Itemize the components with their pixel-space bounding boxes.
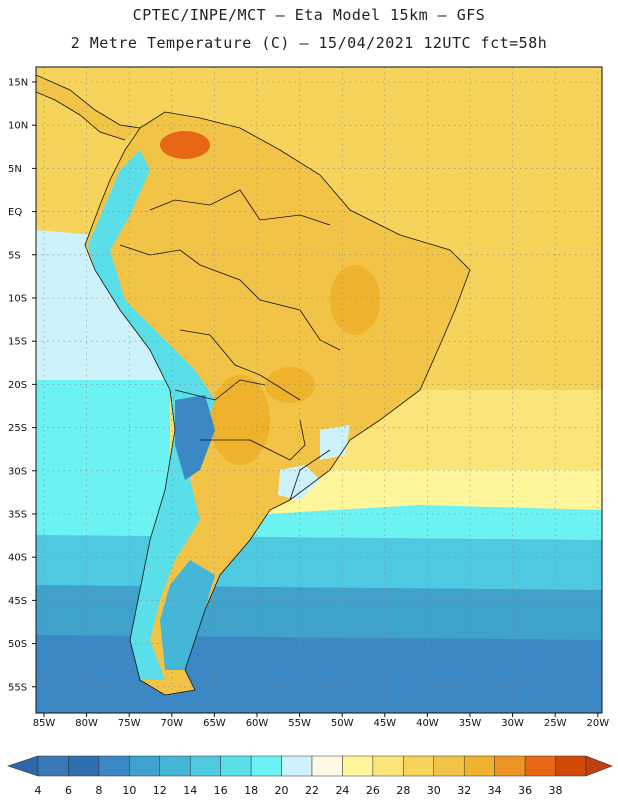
lon-label: 25W (544, 718, 567, 729)
pacific-cool-strip (36, 230, 175, 380)
lon-label: 50W (331, 718, 354, 729)
lon-label: 70W (160, 718, 183, 729)
lat-label: 15N (8, 78, 28, 89)
lon-label: 20W (586, 718, 609, 729)
lon-label: 60W (246, 718, 269, 729)
lat-label: EQ (8, 207, 22, 218)
colorbar-swatch (555, 755, 587, 777)
colorbar-label: 24 (335, 784, 349, 797)
colorbar-label: 12 (153, 784, 167, 797)
colorbar-label: 20 (275, 784, 289, 797)
colorbar-swatch (524, 755, 556, 777)
map-frame (35, 66, 603, 714)
colorbar-label: 10 (122, 784, 136, 797)
latitude-axis: 15N 10N 5N EQ 5S 10S 15S 20S 25S 30S 35S 40S 45S 50S 5… (8, 78, 36, 693)
lat-label: 50S (8, 639, 27, 650)
warm-zone-bahia (330, 265, 380, 335)
central-america (36, 75, 140, 140)
lat-label: 30S (8, 466, 27, 477)
colorbar-label: 22 (305, 784, 319, 797)
andes-cold-strip (88, 150, 215, 680)
colorbar-swatch (37, 755, 69, 777)
colorbar-label: 18 (244, 784, 258, 797)
colorbar-swatch (220, 755, 252, 777)
colorbar-swatch (189, 755, 221, 777)
lat-label: 40S (8, 553, 27, 564)
colorbar-label: 16 (214, 784, 228, 797)
lat-label: 15S (8, 337, 27, 348)
colorbar-swatch (129, 755, 161, 777)
colorbar-label: 30 (427, 784, 441, 797)
lon-label: 35W (459, 718, 482, 729)
map-title: CPTEC/INPE/MCT – Eta Model 15km – GFS (132, 6, 486, 24)
colorbar-swatch (463, 755, 495, 777)
ocean-band-cold3 (36, 585, 602, 640)
colorbar-label: 26 (366, 784, 380, 797)
colorbar-label: 8 (95, 784, 102, 797)
lat-label: 10N (8, 121, 28, 132)
hot-zone-venezuela (160, 131, 210, 159)
lon-label: 65W (203, 718, 226, 729)
lat-label: 10S (8, 294, 27, 305)
lon-label: 40W (416, 718, 439, 729)
colorbar-label: 4 (35, 784, 42, 797)
lon-label: 55W (288, 718, 311, 729)
lat-label: 25S (8, 423, 27, 434)
colorbar-under-arrow (7, 755, 39, 777)
lat-label: 55S (8, 682, 27, 693)
lon-label: 80W (75, 718, 98, 729)
lon-label: 75W (118, 718, 141, 729)
colorbar-swatch (68, 755, 100, 777)
lon-label: 30W (501, 718, 524, 729)
ocean-band-cold1 (36, 380, 602, 545)
colorbar-swatch (281, 755, 313, 777)
ocean-band-cold2 (36, 535, 602, 590)
colorbar-swatch (342, 755, 374, 777)
andes-peak-cold (175, 395, 215, 480)
map-subtitle: 2 Metre Temperature (C) – 15/04/2021 12U… (70, 34, 548, 52)
longitude-axis: 85W 80W 75W 70W 65W 60W 55W 50W 45W 40W 35W 30W 25W 2… (33, 713, 609, 729)
colorbar-swatch (403, 755, 435, 777)
colorbar-swatch (250, 755, 282, 777)
warm-zone-chaco (210, 375, 270, 465)
colorbar-swatch (433, 755, 465, 777)
lon-label: 85W (33, 718, 56, 729)
country-borders (36, 74, 471, 696)
colorbar-label: 6 (65, 784, 72, 797)
colorbar-label: 36 (518, 784, 532, 797)
colorbar-label: 38 (549, 784, 563, 797)
colorbar-swatch (98, 755, 130, 777)
colorbar-swatch (159, 755, 191, 777)
colorbar-over-arrow (585, 755, 613, 777)
colorbar-label: 34 (488, 784, 502, 797)
lon-label: 45W (373, 718, 396, 729)
colorbar-swatch (372, 755, 404, 777)
colorbar: 4 6 8 10 12 14 16 18 20 22 24 26 28 30 32 34 36 38 (7, 755, 613, 797)
colorbar-label: 32 (457, 784, 471, 797)
temperature-field (36, 67, 602, 713)
lat-label: 5N (8, 164, 22, 175)
lat-lon-grid (36, 67, 602, 713)
lat-label: 45S (8, 596, 27, 607)
ocean-band-cold4 (36, 635, 602, 713)
lat-label: 5S (8, 250, 21, 261)
uruguay-cool-patch (278, 465, 320, 500)
colorbar-label: 28 (396, 784, 410, 797)
lat-label: 35S (8, 510, 27, 521)
patagonia-cold (160, 560, 215, 670)
colorbar-label: 14 (183, 784, 197, 797)
colorbar-swatch (311, 755, 343, 777)
warm-zone-paraguay (265, 367, 315, 403)
lat-label: 20S (8, 380, 27, 391)
colorbar-swatch (494, 755, 526, 777)
